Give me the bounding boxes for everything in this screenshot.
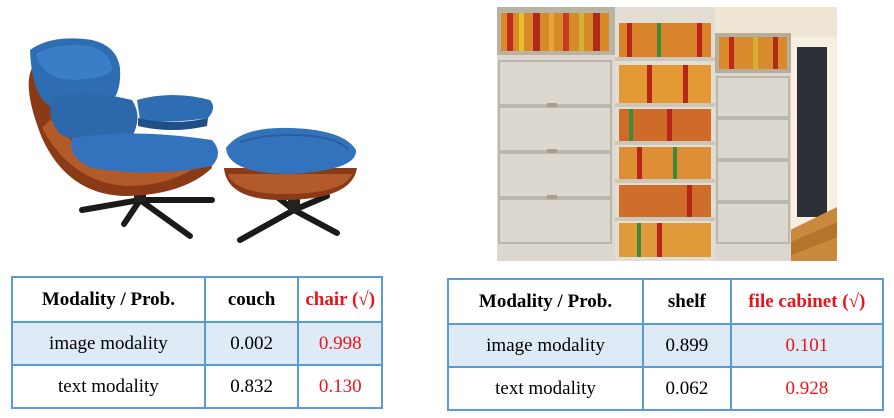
file-cabinet-header: file cabinet (√): [729, 278, 885, 325]
right-probability-table: Modality / Prob. shelf file cabinet (√) …: [446, 278, 885, 411]
table-row: image modality 0.002 0.998: [11, 321, 383, 366]
chair-photo: [28, 38, 357, 243]
chair-header: chair (√): [297, 276, 383, 323]
modality-label: text modality: [446, 366, 645, 411]
modality-prob-header: Modality / Prob.: [11, 276, 206, 323]
shelf-photo: [497, 7, 837, 261]
modality-label: text modality: [11, 364, 206, 409]
table-header-row: Modality / Prob. couch chair (√): [11, 276, 383, 323]
shelf-prob: 0.062: [642, 366, 732, 411]
couch-header: couch: [203, 276, 300, 323]
table-row: image modality 0.899 0.101: [446, 323, 885, 368]
modality-label: image modality: [11, 321, 206, 366]
shelf-header: shelf: [642, 278, 732, 325]
modality-label: image modality: [446, 323, 645, 368]
middle-books: [619, 23, 711, 257]
table-header-row: Modality / Prob. shelf file cabinet (√): [446, 278, 885, 325]
chair-prob: 0.998: [297, 321, 383, 366]
shelf-prob: 0.899: [642, 323, 732, 368]
couch-prob: 0.832: [203, 364, 300, 409]
chair-prob: 0.130: [297, 364, 383, 409]
modality-prob-header: Modality / Prob.: [446, 278, 645, 325]
left-probability-table: Modality / Prob. couch chair (√) image m…: [11, 276, 383, 409]
file-cabinet-prob: 0.928: [729, 366, 885, 411]
chair-base: [79, 197, 215, 239]
middle-shelf: [615, 7, 715, 261]
table-row: text modality 0.832 0.130: [11, 364, 383, 409]
table-row: text modality 0.062 0.928: [446, 366, 885, 411]
left-cabinet: [497, 7, 615, 261]
couch-prob: 0.002: [203, 321, 300, 366]
left-books: [501, 13, 609, 51]
file-cabinet-prob: 0.101: [729, 323, 885, 368]
right-cabinet: [715, 33, 791, 261]
